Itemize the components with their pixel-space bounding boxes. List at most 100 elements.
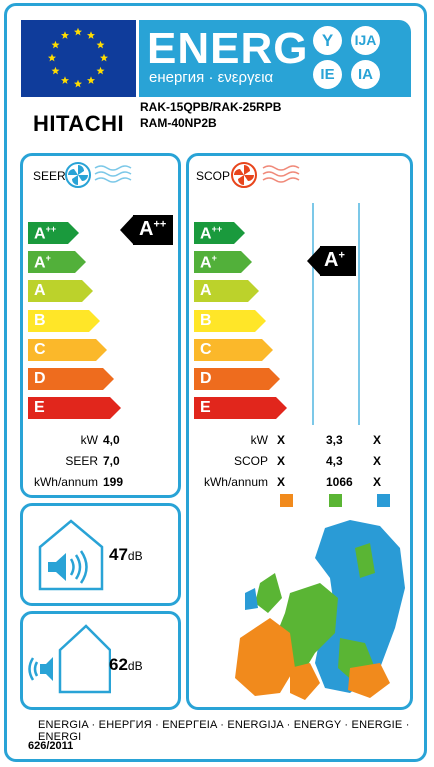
scop-row-label: kW xyxy=(250,433,268,447)
seer-class-label: C xyxy=(34,340,46,358)
outdoor-noise-unit: dB xyxy=(127,659,143,673)
eu-star-icon xyxy=(87,76,95,84)
model-line-1: RAK-15QPB/RAK-25RPB xyxy=(140,100,282,114)
indoor-noise-unit: dB xyxy=(127,549,143,563)
scop-class-label: A++ xyxy=(200,224,223,243)
seer-row-label: kW xyxy=(80,433,98,447)
model-line-2: RAM-40NP2B xyxy=(140,116,217,130)
seer-rating-letter: A xyxy=(139,218,154,240)
zone-average-swatch xyxy=(329,494,342,507)
scop-title: SCOP xyxy=(196,169,231,183)
scop-value-average: 4,3 xyxy=(326,454,343,468)
scop-class-arrow: A++ xyxy=(194,222,246,244)
seer-class-arrow: A xyxy=(28,280,94,303)
seer-class-arrow: E xyxy=(28,397,122,420)
eu-star-icon xyxy=(61,76,69,84)
scop-rating-letter: A xyxy=(324,249,339,271)
regulation-number: 626/2011 xyxy=(28,740,74,752)
seer-row-value: 199 xyxy=(103,475,124,489)
scop-class-label: A xyxy=(200,282,212,300)
seer-row-label: kWh/annum xyxy=(33,475,98,489)
scop-column-divider xyxy=(358,203,360,425)
eu-star-icon xyxy=(96,66,105,75)
seer-row-value: 7,0 xyxy=(103,454,120,468)
eu-star-icon xyxy=(100,53,108,62)
scop-value-warm: X xyxy=(373,454,382,468)
seer-class-label: A++ xyxy=(34,224,57,243)
scop-class-arrow: B xyxy=(194,309,267,332)
scop-class-arrow: A xyxy=(194,280,260,303)
seer-class-arrow: D xyxy=(28,368,115,390)
eu-stars-icon xyxy=(48,27,108,88)
scop-panel xyxy=(186,153,413,710)
indoor-noise-panel xyxy=(20,503,181,606)
scop-class-label: B xyxy=(200,311,212,329)
seer-rating-sup: ++ xyxy=(153,218,167,231)
lang-code-ija: IJA xyxy=(351,26,380,55)
cooling-fan-icon xyxy=(65,162,132,188)
scop-value-cold: X xyxy=(277,454,286,468)
outdoor-unit-speaker-icon xyxy=(28,624,111,694)
zone-cold-swatch xyxy=(280,494,293,507)
seer-class-label: B xyxy=(34,311,46,329)
energy-banner: ENERG енергия · ενεργεια Y IJA IE IA xyxy=(139,20,411,97)
scop-class-label: A+ xyxy=(200,253,217,272)
energy-word: ENERG xyxy=(147,24,309,73)
scop-value-cold: X xyxy=(277,433,286,447)
scop-class-label: E xyxy=(200,399,211,417)
scop-column-divider xyxy=(312,203,314,425)
seer-class-arrow: A+ xyxy=(28,251,87,274)
brand-name: HITACHI xyxy=(33,111,125,136)
seer-row-label: SEER xyxy=(65,454,98,468)
scop-class-arrow: A+ xyxy=(194,251,253,274)
seer-panel xyxy=(20,153,181,498)
seer-class-arrow: B xyxy=(28,309,101,332)
indoor-noise-level: 47dB xyxy=(109,545,143,565)
eu-star-icon xyxy=(87,31,95,39)
outdoor-noise-level: 62dB xyxy=(109,655,143,675)
seer-class-arrow: C xyxy=(28,338,108,361)
eu-star-icon xyxy=(51,66,60,75)
scop-value-cold: X xyxy=(277,475,286,489)
seer-title: SEER xyxy=(33,169,66,183)
scop-class-arrow: C xyxy=(194,338,274,361)
eu-star-icon xyxy=(61,31,69,39)
eu-star-icon xyxy=(74,27,82,36)
indoor-unit-speaker-icon xyxy=(38,519,104,591)
seer-row-value: 4,0 xyxy=(103,433,120,447)
eu-star-icon xyxy=(48,53,56,62)
scop-value-average: 3,3 xyxy=(326,433,343,447)
lang-code-ie: IE xyxy=(313,60,342,89)
outdoor-noise-panel xyxy=(20,611,181,710)
scop-value-warm: X xyxy=(373,475,382,489)
scop-class-label: D xyxy=(200,370,212,387)
scop-class-arrow: E xyxy=(194,397,288,420)
outdoor-noise-value: 62 xyxy=(109,655,128,674)
scop-class-label: C xyxy=(200,340,212,358)
scop-rating-sup: + xyxy=(338,249,345,262)
scop-row-label: SCOP xyxy=(233,454,268,468)
lang-code-y: Y xyxy=(313,26,342,55)
europe-climate-map xyxy=(235,520,405,700)
zone-warm-swatch xyxy=(377,494,390,507)
lang-code-ia: IA xyxy=(351,60,380,89)
seer-class-label: D xyxy=(34,370,46,387)
scop-value-warm: X xyxy=(373,433,382,447)
eu-star-icon xyxy=(96,40,105,49)
scop-rating-indicator: A+ xyxy=(307,246,356,276)
seer-rating-indicator: A++ xyxy=(120,215,173,245)
energy-subtitle: енергия · ενεργεια xyxy=(149,69,274,86)
eu-star-icon xyxy=(51,40,60,49)
scop-value-average: 1066 xyxy=(326,475,353,489)
eu-flag xyxy=(21,20,136,97)
seer-class-arrow: A++ xyxy=(28,222,80,244)
eu-star-icon xyxy=(74,79,82,88)
seer-class-label: A+ xyxy=(34,253,51,272)
seer-class-label: A xyxy=(34,282,46,300)
scop-row-label: kWh/annum xyxy=(203,475,268,489)
heating-fan-icon xyxy=(231,162,300,188)
scop-class-arrow: D xyxy=(194,368,281,390)
seer-class-label: E xyxy=(34,399,45,417)
footer-languages: ENERGIA · ЕНЕРГИЯ · ΕΝΕΡΓΕΙΑ · ENERGIJA … xyxy=(38,719,410,743)
indoor-noise-value: 47 xyxy=(109,545,128,564)
